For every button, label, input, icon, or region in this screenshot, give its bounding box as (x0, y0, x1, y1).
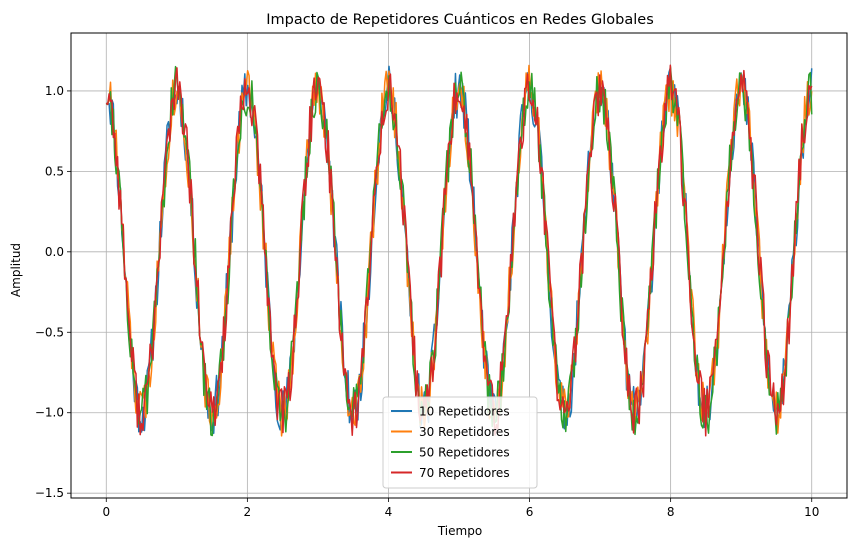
x-tick-label: 10 (804, 505, 819, 519)
x-tick-label: 8 (667, 505, 675, 519)
series-line (106, 64, 813, 437)
plot-frame (70, 32, 848, 499)
legend: 10 Repetidores 30 Repetidores 50 Repetidor… (382, 396, 538, 489)
chart-title: Impacto de Repetidores Cuánticos en Rede… (266, 12, 654, 28)
legend-label: 30 Repetidores (419, 425, 510, 439)
y-tick-label: 0.5 (45, 164, 64, 178)
x-tick-label: 0 (102, 505, 110, 519)
series-line (105, 65, 813, 437)
y-tick-label: −0.5 (35, 325, 64, 339)
y-tick-label: 0.0 (45, 245, 64, 259)
ticks: 0 2 4 6 8 10 −1.5 −1.0 −0.5 0.0 0.5 1.0 (35, 84, 820, 519)
legend-label: 10 Repetidores (419, 405, 510, 419)
y-tick-label: −1.5 (35, 486, 64, 500)
y-tick-label: 1.0 (45, 84, 64, 98)
x-axis-label: Tiempo (437, 524, 482, 538)
x-tick-label: 2 (244, 505, 252, 519)
y-tick-label: −1.0 (35, 406, 64, 420)
series-line (105, 65, 813, 435)
legend-label: 70 Repetidores (419, 466, 510, 480)
legend-box (382, 396, 538, 489)
y-axis-label: Amplitud (9, 243, 23, 297)
series-line (105, 64, 813, 437)
legend-label: 50 Repetidores (419, 446, 510, 460)
x-tick-label: 4 (385, 505, 393, 519)
series-layer (105, 64, 813, 437)
x-tick-label: 6 (526, 505, 534, 519)
